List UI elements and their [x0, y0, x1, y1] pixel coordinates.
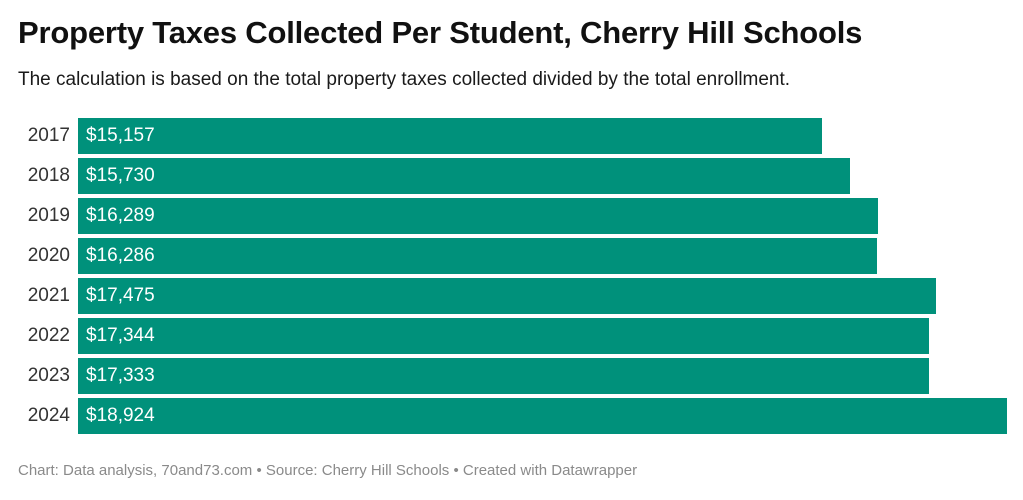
chart-footer-credits: Chart: Data analysis, 70and73.com • Sour… [18, 462, 638, 479]
bar-row: 2017 $15,157 [0, 118, 1023, 154]
chart-title: Property Taxes Collected Per Student, Ch… [18, 15, 863, 50]
bar-value-label: $16,286 [86, 245, 155, 266]
bar[interactable]: $16,286 [78, 238, 877, 274]
bar[interactable]: $17,333 [78, 358, 929, 394]
category-label: 2020 [27, 245, 70, 266]
bar[interactable]: $18,924 [78, 398, 1007, 434]
bar-row: 2020 $16,286 [0, 238, 1023, 274]
bar[interactable]: $17,475 [78, 278, 936, 314]
category-label: 2023 [27, 365, 70, 386]
bar-row: 2021 $17,475 [0, 278, 1023, 314]
bar-row: 2023 $17,333 [0, 358, 1023, 394]
bar-value-label: $18,924 [86, 405, 155, 426]
bar-row: 2019 $16,289 [0, 198, 1023, 234]
category-label: 2018 [27, 165, 70, 186]
category-label: 2024 [27, 405, 70, 426]
bar[interactable]: $16,289 [78, 198, 878, 234]
category-label: 2022 [27, 325, 70, 346]
bar-row: 2018 $15,730 [0, 158, 1023, 194]
bar-row: 2024 $18,924 [0, 398, 1023, 434]
category-label: 2017 [27, 125, 70, 146]
category-label: 2021 [27, 285, 70, 306]
bar-value-label: $15,730 [86, 165, 155, 186]
bar-value-label: $16,289 [86, 205, 155, 226]
plot-area: 2017 $15,157 2018 $15,730 2019 $16,289 2… [0, 114, 1023, 436]
bar-row: 2022 $17,344 [0, 318, 1023, 354]
bar-value-label: $17,475 [86, 285, 155, 306]
bar-value-label: $17,344 [86, 325, 155, 346]
bar[interactable]: $17,344 [78, 318, 929, 354]
chart-subtitle: The calculation is based on the total pr… [18, 69, 791, 90]
bar-value-label: $15,157 [86, 125, 155, 146]
bar[interactable]: $15,157 [78, 118, 822, 154]
bar-value-label: $17,333 [86, 365, 155, 386]
bar[interactable]: $15,730 [78, 158, 850, 194]
category-label: 2019 [27, 205, 70, 226]
